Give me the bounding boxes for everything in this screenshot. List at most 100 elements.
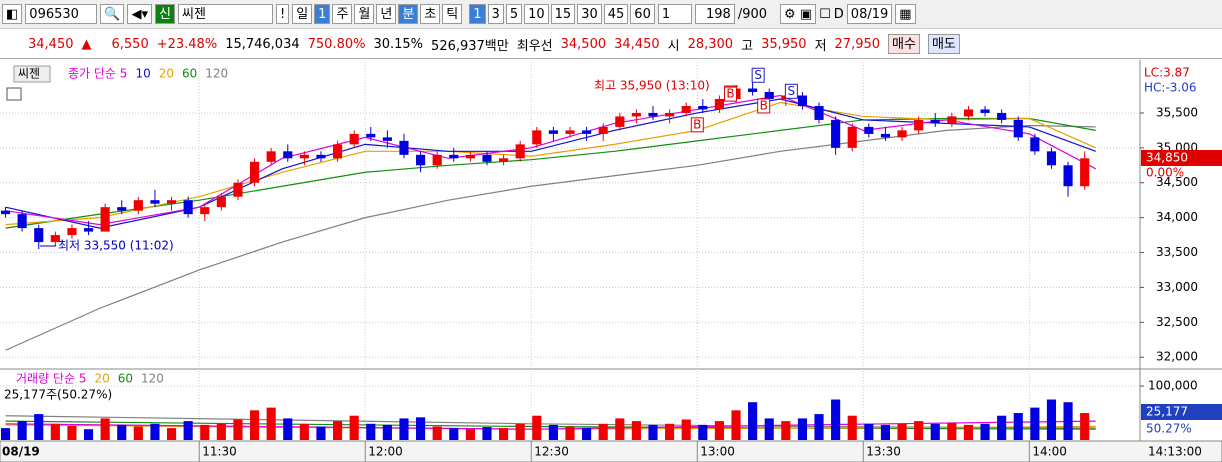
minute-button[interactable]: 1: [469, 4, 486, 24]
signal-box: [751, 67, 765, 83]
candle-body: [914, 119, 924, 131]
volume-bar: [67, 425, 77, 440]
volume-bar: [133, 426, 143, 440]
candle-body: [665, 112, 675, 117]
period-button[interactable]: 1: [314, 4, 331, 24]
minute-button[interactable]: 15: [550, 4, 576, 24]
date-input[interactable]: 08/19: [846, 4, 893, 24]
candle-body: [366, 133, 376, 138]
legend-entry: 종가 단순 5: [68, 67, 127, 81]
candle-body: [681, 105, 691, 113]
candle-body: [831, 119, 841, 148]
code-input[interactable]: 096530: [25, 4, 98, 24]
volume-info: 25,177주(50.27%): [4, 388, 112, 402]
volume-bar: [499, 428, 509, 440]
sound[interactable]: ◀▾: [127, 4, 153, 24]
legend-entry: 60: [118, 372, 133, 386]
candle-body: [548, 130, 558, 134]
candle-body: [333, 144, 343, 159]
minute-button[interactable]: 10: [524, 4, 549, 24]
minute-button[interactable]: 5: [505, 4, 523, 24]
last-rate: 0.00%: [1146, 166, 1184, 180]
count-max: /900: [737, 6, 768, 22]
name-input[interactable]: 씨젠: [177, 4, 273, 24]
badge: 신: [155, 4, 175, 24]
vol-ratio: 750.80%: [307, 36, 366, 52]
candle-body: [166, 200, 177, 204]
candle-body: [864, 126, 874, 134]
volume-bar: [764, 418, 774, 440]
volume-bar: [814, 414, 824, 440]
period-button[interactable]: 초: [420, 4, 441, 24]
candle-body: [67, 228, 77, 236]
minute-button[interactable]: 60: [630, 4, 655, 24]
lc-label: LC:3.87: [1144, 66, 1190, 80]
volume-bar: [34, 414, 44, 440]
volume-bar: [565, 426, 575, 440]
candle-body: [50, 235, 60, 243]
volume-bar: [1046, 399, 1057, 440]
minute-button[interactable]: 30: [577, 4, 602, 24]
high-label: 고: [741, 38, 754, 54]
buy-button[interactable]: 매수: [888, 34, 920, 54]
volume-bar: [432, 426, 442, 440]
turnover: 30.15%: [373, 36, 424, 52]
signal-label: S: [788, 84, 796, 98]
legend-icon: [6, 87, 22, 101]
best-label: 최우선: [516, 38, 553, 54]
search[interactable]: 🔍: [100, 4, 125, 24]
menu-icon[interactable]: ◧: [2, 4, 23, 24]
candle-body: [465, 154, 475, 159]
candle-body: [1080, 158, 1090, 187]
candle-body: [249, 161, 260, 183]
d-label: D: [833, 6, 844, 22]
low: 27,950: [834, 36, 881, 52]
alert-button[interactable]: !: [275, 4, 290, 24]
candle-body: [266, 151, 276, 162]
count-input[interactable]: 198: [694, 4, 735, 24]
volume-bar: [183, 421, 193, 440]
volume-bar: [980, 423, 990, 440]
volume-bar: [914, 421, 924, 440]
candle-body: [980, 109, 990, 113]
unit-select[interactable]: 1: [657, 4, 692, 24]
legend-entry: 거래량 단순 5: [16, 372, 86, 386]
sell-button[interactable]: 매도: [927, 34, 960, 54]
period-button[interactable]: 주: [332, 4, 353, 24]
ask: 34,500: [560, 36, 607, 52]
tool-icons[interactable]: ⚙ ▣: [780, 4, 817, 24]
calendar[interactable]: ▦: [895, 4, 916, 24]
period-button[interactable]: 월: [354, 4, 375, 24]
hc-label: HC:-3.06: [1144, 81, 1197, 95]
candle-body: [930, 119, 940, 124]
candle-body: [117, 207, 127, 211]
volume-bar: [382, 424, 392, 440]
period-button[interactable]: 일: [292, 4, 313, 24]
last-tag-bg: [1141, 150, 1222, 166]
period-button[interactable]: 년: [376, 4, 397, 24]
d-check[interactable]: ☐: [819, 6, 831, 22]
volume-bar: [50, 423, 60, 440]
volume-bar: [17, 421, 27, 440]
ma-line: [5, 101, 1096, 226]
volume-bar: [117, 424, 127, 440]
signal-box: [690, 117, 704, 133]
low-label: 저: [814, 38, 827, 54]
signal-label: B: [693, 117, 701, 131]
price-pane: [0, 60, 1222, 440]
volume-bar: [731, 410, 741, 440]
candle-body: [748, 88, 758, 93]
volume-bar: [200, 424, 210, 440]
minute-button[interactable]: 45: [603, 4, 629, 24]
period-button[interactable]: 틱: [442, 4, 463, 24]
y-tick-label: 33,000: [1156, 280, 1198, 294]
volume-bar: [748, 402, 758, 440]
volume-bar: [714, 421, 724, 440]
ma-line: [5, 124, 1096, 351]
arrow: ▲: [81, 36, 92, 52]
candle-body: [283, 151, 293, 159]
minute-button[interactable]: 3: [487, 4, 504, 24]
period-button[interactable]: 분: [398, 4, 419, 24]
candle-body: [1046, 151, 1057, 166]
